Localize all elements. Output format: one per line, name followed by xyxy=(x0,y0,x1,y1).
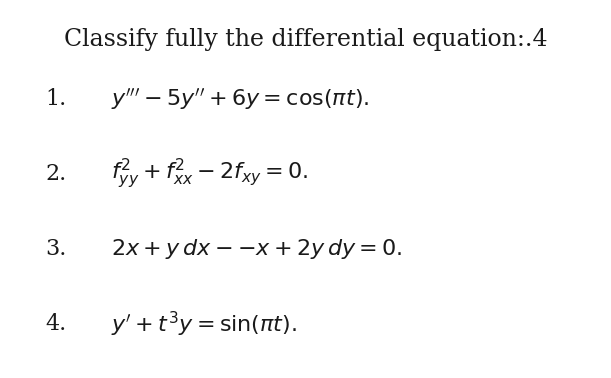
Text: Classify fully the differential equation:.4: Classify fully the differential equation… xyxy=(64,28,547,51)
Text: $y^{\prime} + t^3 y = \sin(\pi t).$: $y^{\prime} + t^3 y = \sin(\pi t).$ xyxy=(111,310,297,339)
Text: 3.: 3. xyxy=(45,238,66,260)
Text: 1.: 1. xyxy=(45,88,66,110)
Text: $f_{yy}^{2} + f_{xx}^{2} - 2f_{xy} = 0.$: $f_{yy}^{2} + f_{xx}^{2} - 2f_{xy} = 0.$ xyxy=(111,157,309,191)
Text: $y^{\prime\prime\prime} - 5y^{\prime\prime} + 6y = \cos(\pi t).$: $y^{\prime\prime\prime} - 5y^{\prime\pri… xyxy=(111,86,370,112)
Text: $2x + y\, dx - {-x} + 2y\, dy = 0.$: $2x + y\, dx - {-x} + 2y\, dy = 0.$ xyxy=(111,237,403,261)
Text: 2.: 2. xyxy=(45,163,66,185)
Text: 4.: 4. xyxy=(45,313,66,335)
